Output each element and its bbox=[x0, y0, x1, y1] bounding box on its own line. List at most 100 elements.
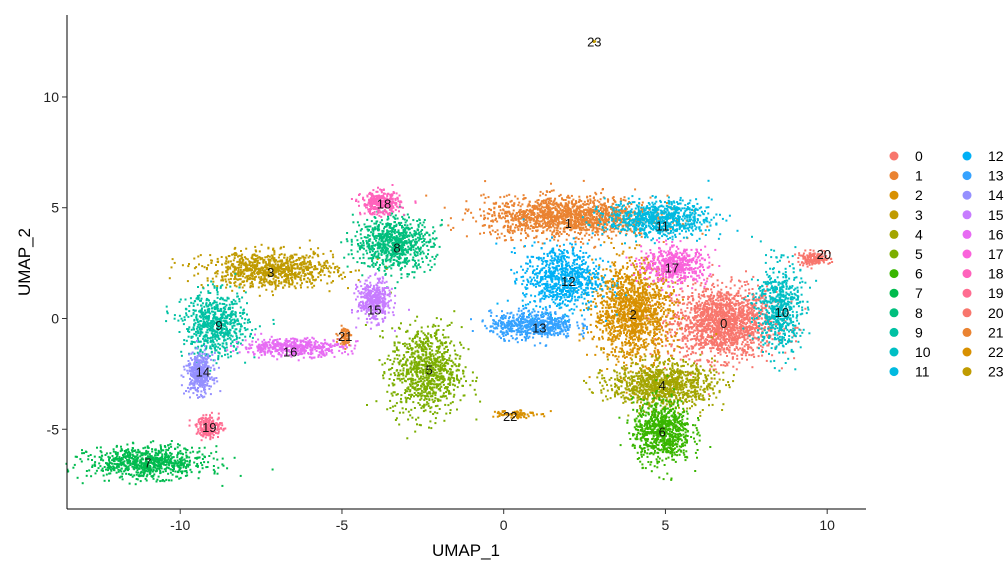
cell-point bbox=[589, 209, 592, 212]
cell-point bbox=[650, 282, 653, 285]
cell-point bbox=[549, 197, 552, 200]
cell-point bbox=[548, 208, 551, 211]
cell-point bbox=[610, 332, 613, 335]
cell-point bbox=[710, 317, 713, 320]
cell-point bbox=[589, 202, 592, 204]
cell-point bbox=[634, 297, 637, 300]
cell-point bbox=[605, 329, 608, 332]
cell-point bbox=[724, 294, 727, 297]
cell-point bbox=[624, 206, 627, 209]
cell-point bbox=[621, 211, 624, 214]
cell-point bbox=[582, 179, 585, 182]
cell-point bbox=[610, 343, 613, 346]
cell-point bbox=[636, 287, 639, 290]
cell-point bbox=[611, 310, 614, 313]
cell-point bbox=[647, 306, 650, 309]
cell-point bbox=[636, 308, 639, 311]
cell-point bbox=[531, 206, 534, 209]
cell-point bbox=[721, 346, 723, 349]
cell-point bbox=[617, 285, 620, 288]
cell-point bbox=[614, 284, 616, 287]
cell-point bbox=[710, 341, 713, 343]
cell-point bbox=[719, 313, 722, 316]
cell-point bbox=[615, 310, 618, 313]
cell-point bbox=[716, 320, 719, 323]
cell-point bbox=[567, 204, 570, 207]
cell-point bbox=[698, 307, 701, 310]
cell-point bbox=[615, 335, 618, 338]
cell-point bbox=[262, 278, 265, 281]
cell-point bbox=[603, 231, 606, 234]
cell-point bbox=[737, 314, 740, 317]
cell-point bbox=[637, 299, 640, 302]
cell-point bbox=[588, 239, 591, 242]
cell-point bbox=[598, 264, 601, 267]
cell-point bbox=[716, 294, 719, 297]
cell-point bbox=[628, 344, 631, 347]
cell-point bbox=[606, 223, 609, 226]
cell-point bbox=[609, 306, 612, 309]
cell-point bbox=[565, 211, 568, 214]
cell-point bbox=[574, 213, 577, 215]
cell-point bbox=[764, 303, 767, 306]
cell-point bbox=[623, 313, 626, 316]
cell-point bbox=[648, 304, 651, 306]
cell-point bbox=[763, 327, 766, 330]
cell-point bbox=[636, 290, 639, 293]
cell-point bbox=[533, 222, 536, 225]
cell-point bbox=[622, 286, 624, 289]
cell-point bbox=[667, 352, 670, 355]
cell-point bbox=[578, 198, 581, 201]
cell-point bbox=[740, 343, 743, 346]
cell-point bbox=[605, 285, 608, 288]
cell-point bbox=[264, 256, 267, 259]
cell-point bbox=[657, 305, 660, 308]
cell-point bbox=[715, 329, 718, 332]
cell-point bbox=[299, 284, 302, 287]
cell-point bbox=[705, 343, 708, 346]
cell-point bbox=[614, 209, 617, 212]
cell-point bbox=[510, 215, 513, 218]
cell-point bbox=[637, 289, 640, 292]
cell-point bbox=[760, 334, 763, 336]
cell-point bbox=[487, 196, 490, 199]
cell-point bbox=[719, 306, 722, 309]
cell-point bbox=[559, 214, 562, 217]
cell-point bbox=[659, 293, 662, 296]
cell-point bbox=[714, 312, 717, 315]
cell-point bbox=[591, 338, 594, 341]
cell-point bbox=[715, 298, 718, 301]
cell-point bbox=[706, 277, 709, 280]
cell-point bbox=[574, 202, 577, 205]
cell-point bbox=[591, 224, 594, 227]
cell-point bbox=[698, 324, 701, 327]
cell-point bbox=[643, 301, 646, 304]
cell-point bbox=[673, 303, 676, 306]
cell-point bbox=[727, 315, 730, 318]
cell-point bbox=[518, 201, 521, 204]
cell-point bbox=[622, 250, 625, 253]
cell-point bbox=[755, 298, 758, 301]
cell-point bbox=[618, 272, 621, 275]
cell-point bbox=[243, 284, 246, 287]
cell-point bbox=[668, 323, 671, 326]
cell-point bbox=[676, 323, 679, 325]
cell-point bbox=[639, 346, 642, 349]
cell-point bbox=[708, 322, 711, 325]
cell-point bbox=[643, 288, 646, 291]
cell-point bbox=[545, 225, 548, 227]
cell-point bbox=[720, 312, 723, 315]
cell-point bbox=[724, 343, 727, 346]
cell-point bbox=[654, 293, 657, 296]
cell-point bbox=[737, 304, 740, 307]
cell-point bbox=[678, 317, 680, 320]
cell-point bbox=[636, 382, 638, 385]
cell-point bbox=[558, 231, 561, 234]
cell-point bbox=[643, 303, 646, 306]
cell-point bbox=[712, 336, 714, 338]
cell-point bbox=[555, 201, 558, 204]
cell-point bbox=[742, 313, 745, 316]
cell-point bbox=[617, 337, 620, 340]
cell-point bbox=[718, 323, 721, 326]
cell-point bbox=[681, 223, 684, 226]
